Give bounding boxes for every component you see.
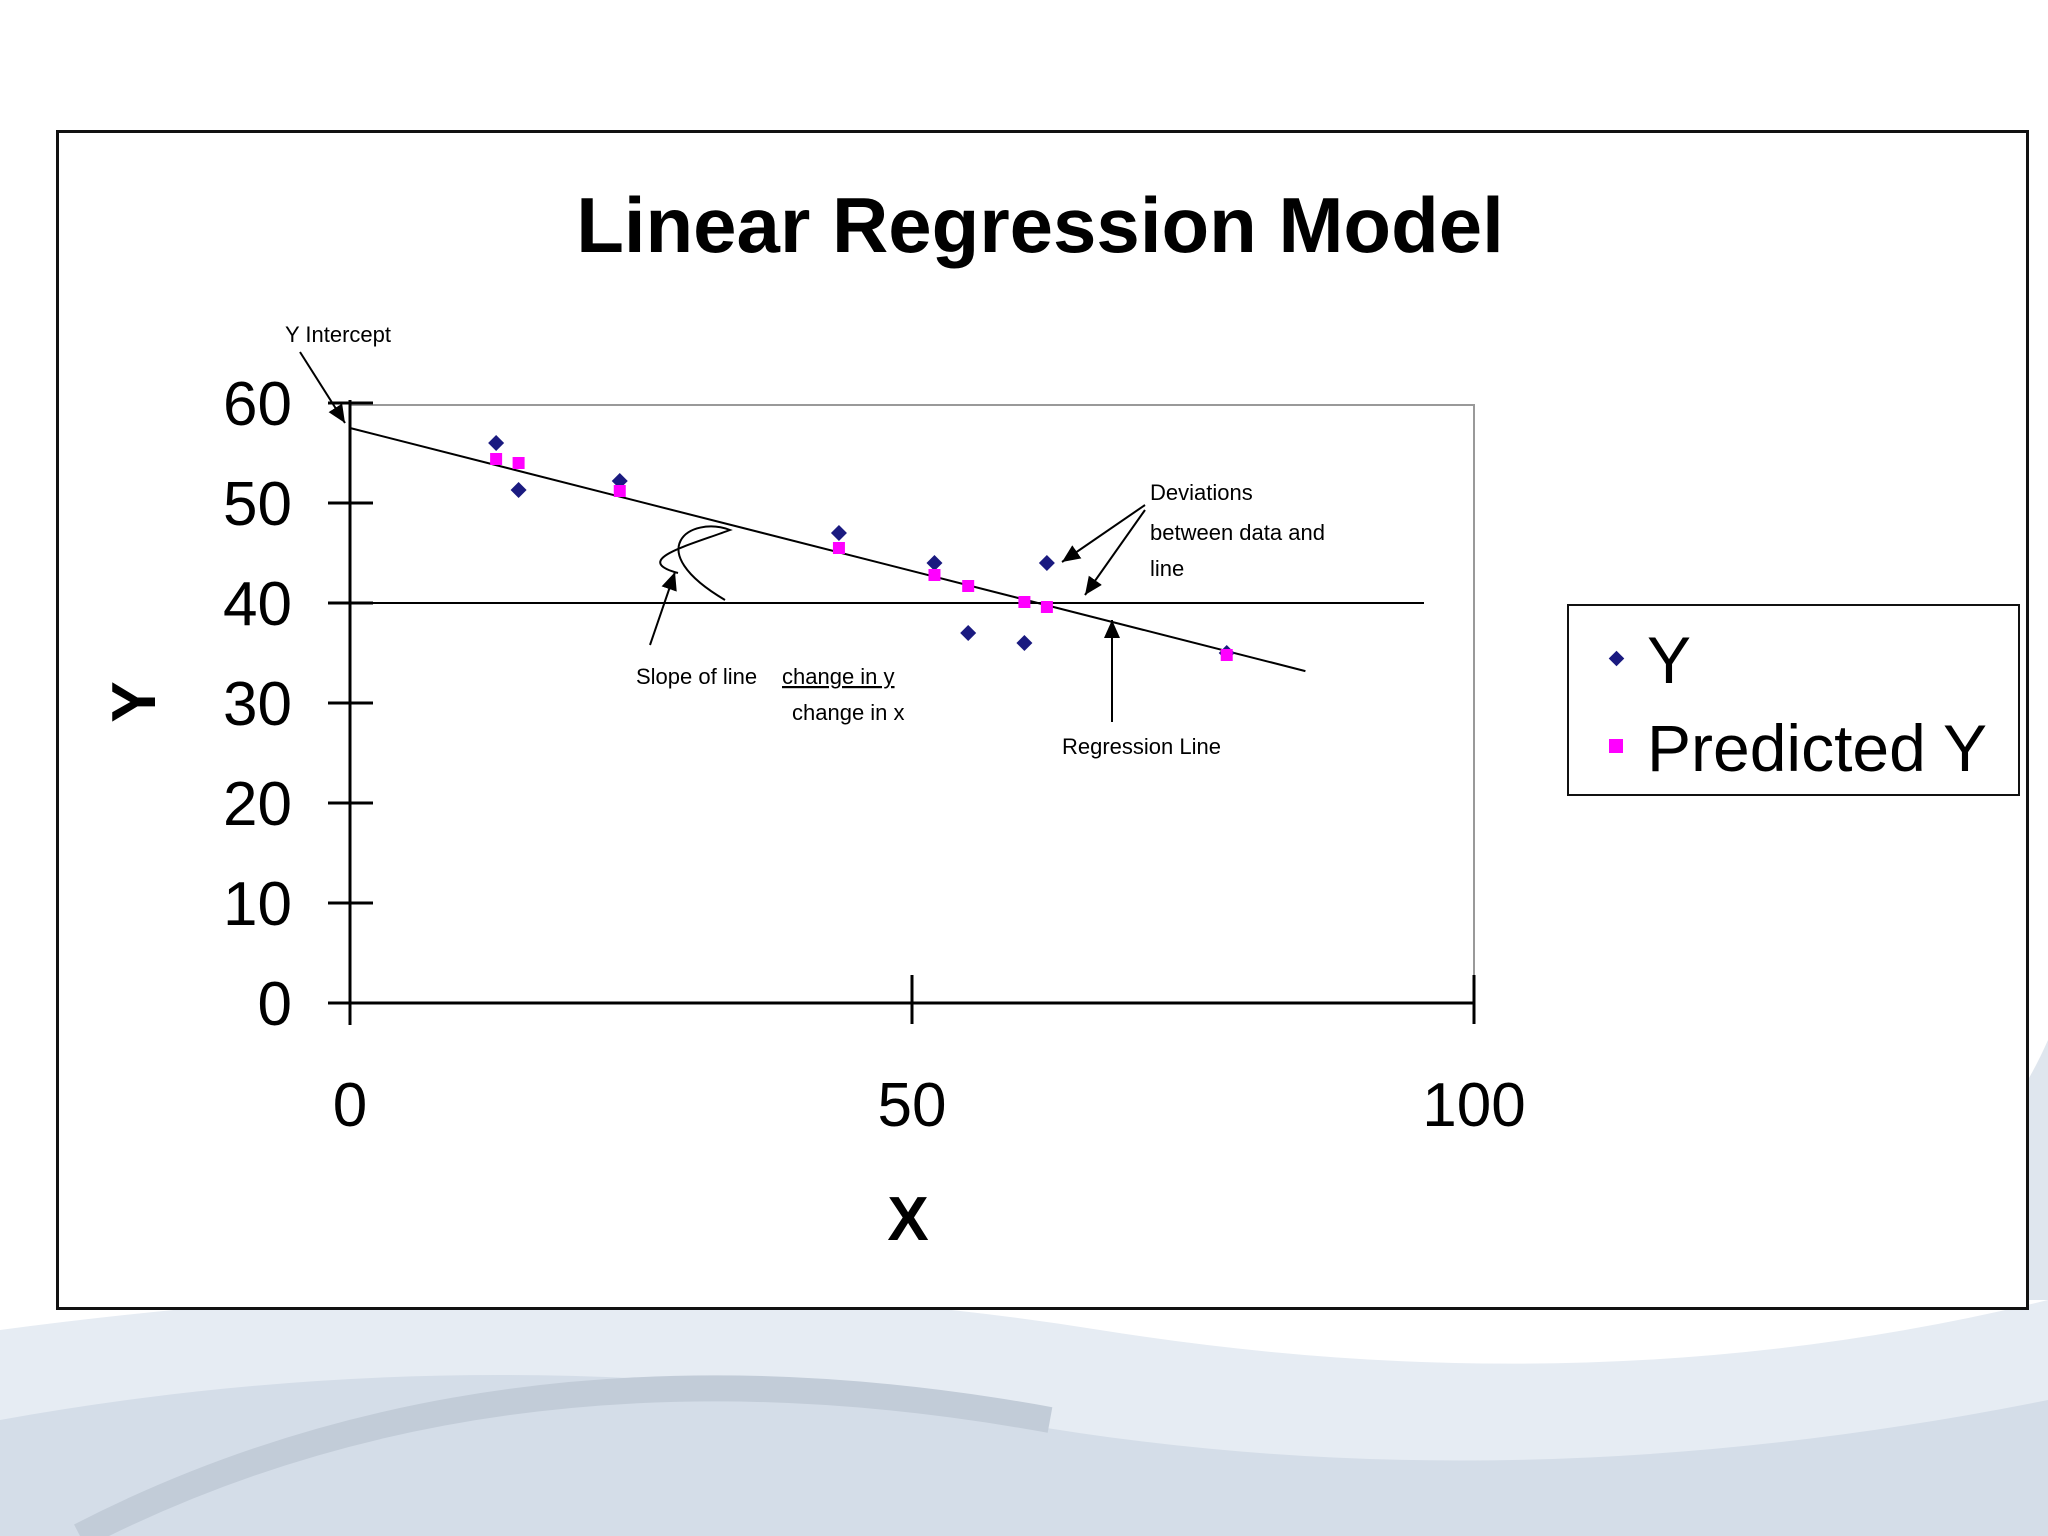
annotation-slope-line3: change in x [792, 700, 905, 725]
legend-item-predicted-y: Predicted Y [1599, 708, 1987, 788]
annotation-regression-line: Regression Line [1062, 734, 1221, 759]
y-tick-label: 50 [223, 470, 292, 539]
annotation-y-intercept: Y Intercept [285, 322, 391, 347]
slope-brace [659, 525, 733, 601]
arrow-slope [649, 571, 677, 646]
x-tick-label: 100 [1422, 1071, 1525, 1140]
annotation-deviations-line3: line [1150, 556, 1184, 581]
legend: Y Predicted Y [1567, 604, 2020, 796]
legend-diamond-marker [1599, 650, 1633, 669]
y-tick-label: 40 [223, 570, 292, 639]
data-point-predicted-y [1220, 649, 1233, 661]
legend-item-y: Y [1599, 620, 1691, 700]
data-point-predicted-y [1040, 601, 1053, 613]
data-point-predicted-y [512, 457, 525, 469]
data-point-predicted-y [832, 542, 845, 554]
legend-square-marker [1599, 738, 1633, 758]
data-point-y [510, 482, 527, 498]
regression-line [349, 427, 1306, 673]
data-point-predicted-y [962, 580, 975, 592]
data-point-predicted-y [1018, 596, 1031, 608]
arrow-y-intercept [299, 351, 346, 424]
x-tick-label: 0 [333, 1071, 367, 1140]
annotation-slope-line2: change in y [782, 664, 895, 689]
data-point-y [488, 435, 505, 451]
y-tick-label: 20 [223, 770, 292, 839]
legend-label-predicted-y: Predicted Y [1647, 711, 1987, 785]
x-axis-label: X [887, 1185, 928, 1254]
data-point-y [926, 555, 943, 571]
annotation-slope-line1: Slope of line [636, 664, 757, 689]
chart-title: Linear Regression Model [576, 181, 1504, 269]
annotation-deviations-line2: between data and [1150, 520, 1325, 545]
data-point-y [1038, 555, 1055, 571]
data-point-y [830, 525, 847, 541]
data-point-predicted-y [928, 569, 941, 581]
data-point-y [960, 625, 977, 641]
arrow-deviations-upper [1061, 504, 1146, 563]
y-tick-label: 0 [258, 970, 292, 1039]
legend-label-y: Y [1647, 623, 1692, 697]
y-tick-label: 30 [223, 670, 292, 739]
y-tick-label: 10 [223, 870, 292, 939]
y-axis-label: Y [100, 681, 169, 722]
arrow-deviations-lower [1084, 509, 1146, 596]
y-tick-label: 60 [223, 370, 292, 439]
x-tick-label: 50 [878, 1071, 947, 1140]
data-point-predicted-y [490, 453, 503, 465]
data-point-predicted-y [613, 485, 626, 497]
data-point-y [1016, 635, 1033, 651]
annotation-deviations-line1: Deviations [1150, 480, 1253, 505]
